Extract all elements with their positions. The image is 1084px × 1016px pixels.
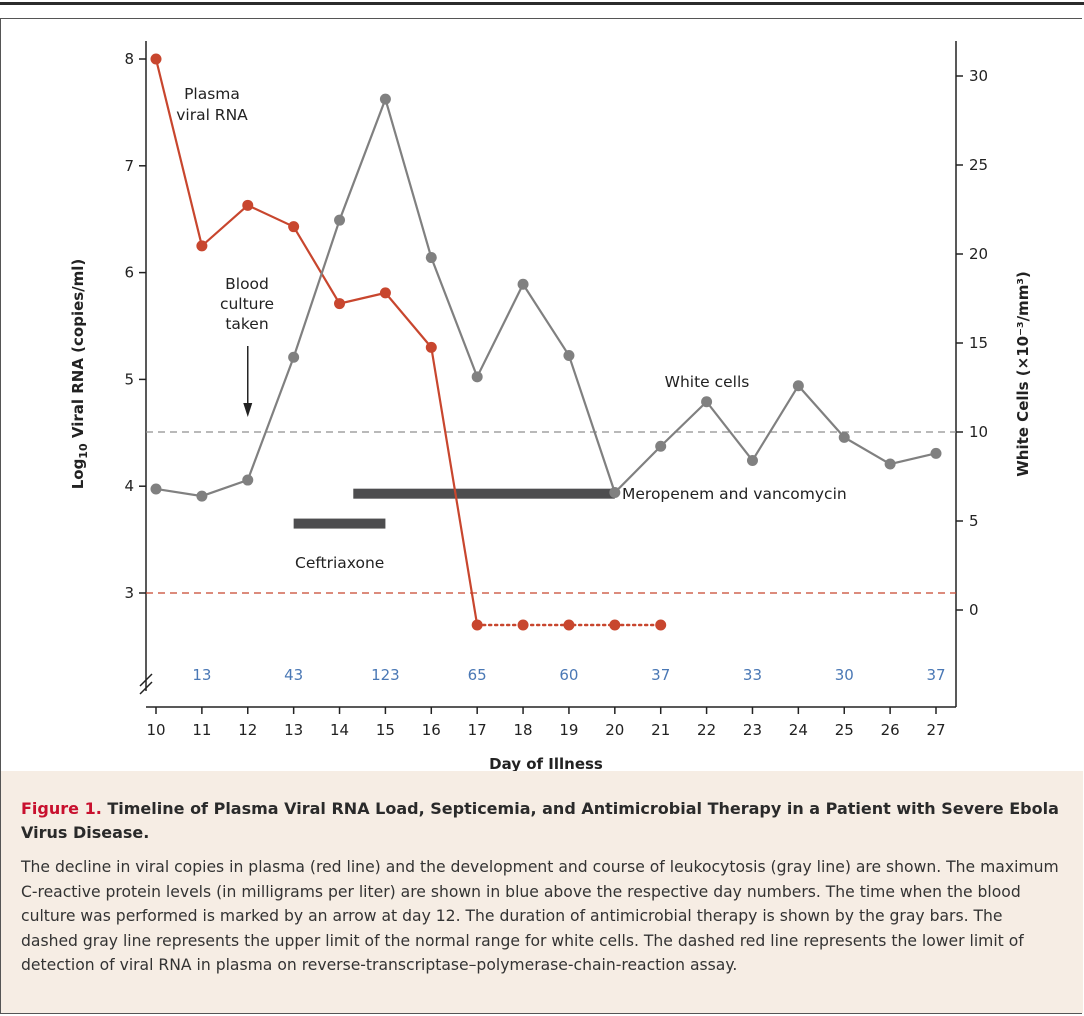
chart-area: 3 4 5 6 7 8 0 5 10 15 20 25 30 10 11 12 13 14 15 16 17 18 19 20… bbox=[1, 19, 1083, 772]
crp-value: 33 bbox=[743, 666, 762, 684]
viral-rna-point bbox=[334, 298, 346, 310]
white-cells-point bbox=[425, 252, 437, 264]
x-tick-label: 22 bbox=[697, 721, 716, 739]
y-right-tick-label: 0 bbox=[969, 601, 979, 619]
blood-culture-label: Blood bbox=[225, 275, 269, 293]
x-tick-label: 11 bbox=[192, 721, 211, 739]
caption-title: Figure 1. Timeline of Plasma Viral RNA L… bbox=[21, 797, 1063, 845]
x-tick-label: 21 bbox=[651, 721, 670, 739]
crp-value: 37 bbox=[926, 666, 945, 684]
figure-frame: 3 4 5 6 7 8 0 5 10 15 20 25 30 10 11 12 13 14 15 16 17 18 19 20… bbox=[0, 18, 1083, 1014]
x-tick-label: 26 bbox=[881, 721, 900, 739]
white-cells-point bbox=[471, 371, 483, 383]
viral-rna-point bbox=[379, 287, 391, 299]
caption-title-text: Timeline of Plasma Viral RNA Load, Septi… bbox=[21, 799, 1059, 842]
crp-value: 13 bbox=[192, 666, 211, 684]
x-tick-label: 23 bbox=[743, 721, 762, 739]
meropenem-vancomycin-label: Meropenem and vancomycin bbox=[622, 485, 847, 503]
viral-rna-point bbox=[655, 619, 667, 631]
top-rule bbox=[0, 2, 1084, 5]
white-cells-point bbox=[196, 490, 208, 502]
x-tick-label: 16 bbox=[422, 721, 441, 739]
blood-culture-label: culture bbox=[220, 295, 274, 313]
white-cells-point bbox=[288, 351, 300, 363]
x-tick-label: 24 bbox=[789, 721, 808, 739]
white-cells-line bbox=[154, 95, 938, 498]
x-tick-label: 15 bbox=[376, 721, 395, 739]
viral-rna-point bbox=[609, 619, 621, 631]
y-right-tick-label: 10 bbox=[969, 423, 988, 441]
y-right-axis-title: White Cells (×10⁻³/mm³) bbox=[1014, 271, 1032, 477]
axis-break-mark bbox=[139, 681, 153, 695]
y-right-tick-label: 30 bbox=[969, 67, 988, 85]
white-cells-point bbox=[884, 458, 896, 470]
crp-value: 43 bbox=[284, 666, 303, 684]
y-left-axis-title: Log10 Viral RNA (copies/ml) bbox=[69, 259, 90, 490]
viral-rna-point bbox=[517, 619, 529, 631]
x-tick-label: 13 bbox=[284, 721, 303, 739]
y-left-tick-label: 5 bbox=[124, 370, 134, 388]
y-left-tick-label: 8 bbox=[124, 50, 134, 68]
white-cells-point bbox=[838, 431, 850, 443]
x-tick-label: 10 bbox=[146, 721, 165, 739]
viral-rna-point bbox=[425, 341, 437, 353]
white-cells-point bbox=[930, 447, 942, 459]
crp-value: 65 bbox=[468, 666, 487, 684]
viral-rna-line bbox=[154, 57, 479, 627]
white-cells-point bbox=[746, 454, 758, 466]
plasma-viral-rna-label: viral RNA bbox=[176, 106, 248, 124]
white-cells-point bbox=[563, 349, 575, 361]
plasma-viral-rna-label: Plasma bbox=[184, 85, 240, 103]
white-cells-point bbox=[609, 487, 621, 499]
y-left-tick-label: 4 bbox=[124, 477, 134, 495]
blood-culture-label: taken bbox=[225, 315, 268, 333]
x-tick-label: 19 bbox=[559, 721, 578, 739]
viral-rna-point bbox=[288, 221, 300, 233]
x-tick-label: 27 bbox=[926, 721, 945, 739]
x-tick-label: 20 bbox=[605, 721, 624, 739]
caption-label: Figure 1. bbox=[21, 799, 102, 818]
white-cells-point bbox=[379, 93, 391, 105]
x-tick-label: 25 bbox=[835, 721, 854, 739]
x-tick-label: 17 bbox=[468, 721, 487, 739]
crp-value: 60 bbox=[559, 666, 578, 684]
ceftriaxone-bar bbox=[293, 518, 386, 529]
x-tick-label: 14 bbox=[330, 721, 349, 739]
y-right-tick-label: 5 bbox=[969, 512, 979, 530]
white-cells-label: White cells bbox=[665, 373, 750, 391]
y-left-tick-label: 6 bbox=[124, 264, 134, 282]
y-right-tick-label: 25 bbox=[969, 156, 988, 174]
blood-culture-arrow-head bbox=[243, 403, 253, 417]
x-tick-label: 12 bbox=[238, 721, 257, 739]
y-right-tick-label: 20 bbox=[969, 245, 988, 263]
white-cells-point bbox=[655, 440, 667, 452]
caption-body: The decline in viral copies in plasma (r… bbox=[21, 858, 1059, 974]
crp-value: 123 bbox=[371, 666, 400, 684]
axis-break-mark bbox=[139, 673, 153, 687]
viral-rna-point bbox=[196, 240, 208, 252]
ceftriaxone-label: Ceftriaxone bbox=[295, 554, 384, 572]
y-right-tick-label: 15 bbox=[969, 334, 988, 352]
meropenem-vancomycin-bar bbox=[353, 488, 615, 499]
white-cells-point bbox=[792, 380, 804, 392]
x-tick-label: 18 bbox=[514, 721, 533, 739]
crp-value: 30 bbox=[835, 666, 854, 684]
caption-panel: Figure 1. Timeline of Plasma Viral RNA L… bbox=[1, 771, 1083, 1013]
white-cells-point bbox=[150, 483, 162, 495]
viral-rna-point bbox=[242, 199, 254, 211]
chart-svg: 3 4 5 6 7 8 0 5 10 15 20 25 30 10 11 12 13 14 15 16 17 18 19 20… bbox=[69, 41, 1032, 771]
white-cells-point bbox=[517, 278, 529, 290]
viral-rna-point bbox=[471, 619, 483, 631]
crp-value: 37 bbox=[651, 666, 670, 684]
white-cells-point bbox=[701, 396, 713, 408]
x-axis-title: Day of Illness bbox=[489, 755, 603, 771]
y-left-tick-label: 7 bbox=[124, 157, 134, 175]
y-left-tick-label: 3 bbox=[124, 584, 134, 602]
white-cells-point bbox=[334, 214, 346, 226]
viral-rna-point bbox=[563, 619, 575, 631]
white-cells-point bbox=[242, 474, 254, 486]
viral-rna-point bbox=[150, 53, 162, 65]
